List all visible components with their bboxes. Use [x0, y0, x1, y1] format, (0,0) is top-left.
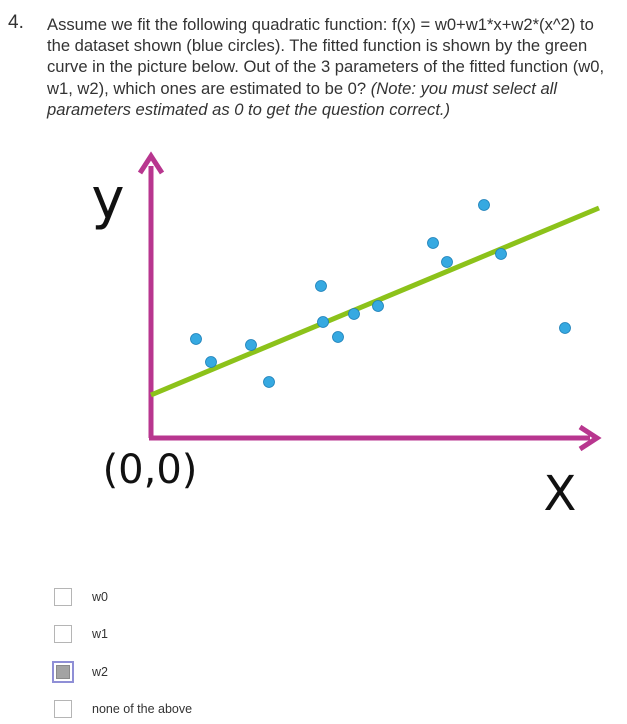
x-axis-arrow — [578, 424, 602, 452]
checkbox-w0[interactable] — [54, 588, 72, 606]
data-point — [263, 376, 275, 388]
question-text: Assume we fit the following quadratic fu… — [47, 14, 617, 120]
data-point — [348, 308, 360, 320]
checkbox-w1[interactable] — [54, 625, 72, 643]
option-label-w0: w0 — [92, 590, 108, 604]
option-label-none: none of the above — [92, 702, 193, 716]
question-note: (Note: you must select all parameters es… — [47, 78, 558, 119]
figure: y (0,0) X — [0, 140, 627, 520]
data-point — [427, 237, 439, 249]
option-none[interactable]: none of the above — [54, 700, 354, 722]
data-point — [495, 248, 507, 260]
data-point — [205, 356, 217, 368]
data-point — [332, 331, 344, 343]
data-point — [372, 300, 384, 312]
y-axis-arrow — [137, 151, 165, 175]
y-axis-label: y — [91, 167, 124, 232]
data-point — [315, 280, 327, 292]
origin-label: (0,0) — [103, 447, 198, 493]
data-point — [317, 316, 329, 328]
data-point — [441, 256, 453, 268]
checkbox-none[interactable] — [54, 700, 72, 718]
x-axis-label: X — [544, 466, 577, 520]
option-label-w2: w2 — [92, 665, 108, 679]
option-label-w1: w1 — [92, 627, 108, 641]
points-group — [190, 199, 571, 388]
scatter-chart: y (0,0) X — [91, 151, 602, 520]
question-body: Assume we fit the following quadratic fu… — [47, 15, 605, 98]
data-point — [478, 199, 490, 211]
option-w1[interactable]: w1 — [54, 625, 354, 647]
checkbox-w2[interactable] — [52, 661, 74, 683]
option-w0[interactable]: w0 — [54, 588, 354, 610]
data-point — [245, 339, 257, 351]
option-w2[interactable]: w2 — [52, 661, 354, 685]
question-number: 4. — [8, 12, 24, 33]
data-point — [190, 333, 202, 345]
data-point — [559, 322, 571, 334]
